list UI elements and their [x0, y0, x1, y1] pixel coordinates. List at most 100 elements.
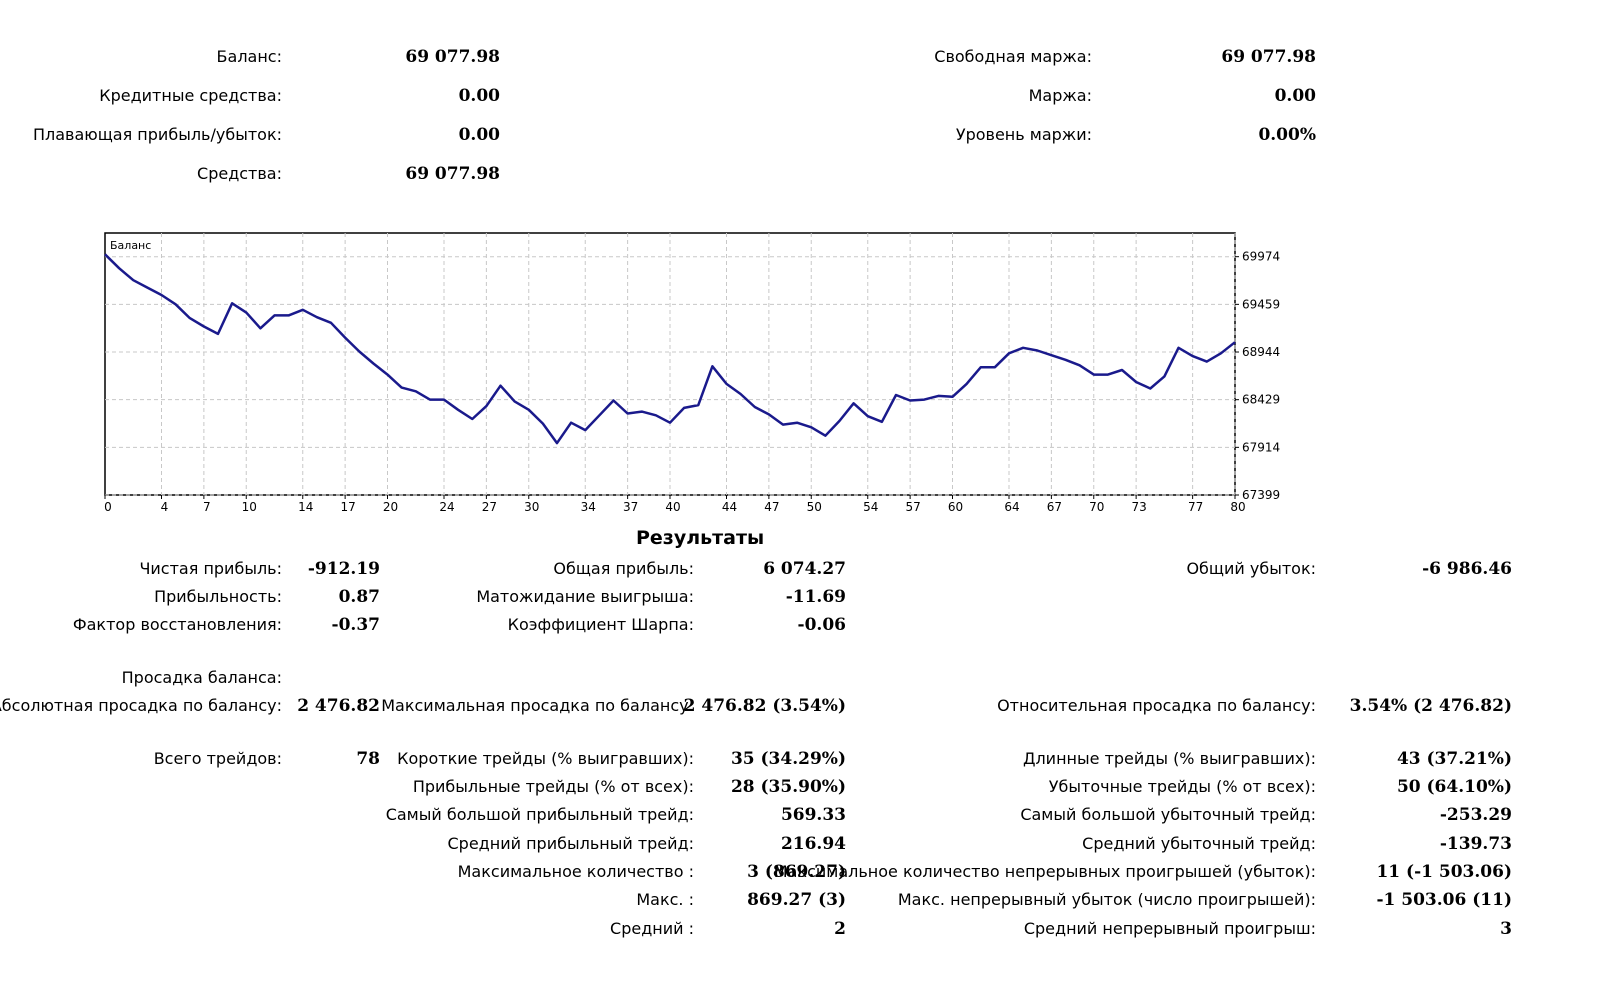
net-profit-value: -912.19 — [307, 559, 380, 579]
avg-consec-losses-value: 3 — [1500, 919, 1512, 939]
expected-payoff-label: Матожидание выигрыша: — [476, 587, 694, 606]
avg-consec-losses-label: Средний непрерывный проигрыш: — [1023, 919, 1316, 938]
abs-drawdown-label: Абсолютная просадка по балансу: — [0, 696, 282, 715]
max-drawdown-value: 2 476.82 (3.54%) — [683, 696, 846, 716]
x-tick-label: 20 — [383, 500, 398, 514]
margin-level-label: Уровень маржи: — [955, 125, 1092, 144]
free-margin-label: Свободная маржа: — [934, 47, 1092, 66]
max-consec-losses-value: 11 (-1 503.06) — [1376, 862, 1512, 882]
y-tick-label: 67914 — [1242, 440, 1280, 454]
y-axis-ticks: 67399 67914 68429 68944 69459 69974 — [1235, 250, 1280, 502]
max-drawdown-label: Максимальная просадка по балансу: — [381, 696, 694, 715]
x-tick-label: 64 — [1004, 500, 1019, 514]
gross-profit-label: Общая прибыль: — [553, 559, 694, 578]
avg-loss-value: -139.73 — [1439, 834, 1512, 854]
abs-drawdown-value: 2 476.82 — [297, 696, 380, 716]
max-consec-profit-value: 869.27 (3) — [747, 890, 846, 910]
credit-label: Кредитные средства: — [99, 86, 282, 105]
floating-pl-label: Плавающая прибыль/убыток: — [32, 125, 282, 144]
x-tick-label: 54 — [863, 500, 878, 514]
y-tick-label: 68944 — [1242, 345, 1280, 359]
floating-pl-value: 0.00 — [458, 125, 500, 145]
avg-loss-label: Средний убыточный трейд: — [1082, 834, 1316, 853]
x-tick-label: 0 — [104, 500, 112, 514]
x-tick-label: 40 — [665, 500, 680, 514]
x-tick-label: 50 — [807, 500, 822, 514]
x-tick-label: 44 — [722, 500, 737, 514]
total-trades-label: Всего трейдов: — [153, 749, 282, 768]
total-trades-value: 78 — [356, 749, 380, 769]
sharpe-ratio-value: -0.06 — [797, 615, 846, 635]
x-tick-label: 24 — [439, 500, 454, 514]
chart-grid — [105, 233, 1236, 496]
largest-loss-label: Самый большой убыточный трейд: — [1020, 805, 1316, 824]
rel-drawdown-label: Относительная просадка по балансу: — [997, 696, 1316, 715]
loss-trades-value: 50 (64.10%) — [1396, 777, 1512, 797]
max-consec-loss-label: Макс. непрерывный убыток (число проигрыш… — [897, 890, 1316, 909]
profit-factor-label: Прибыльность: — [154, 587, 282, 606]
x-tick-label: 80 — [1230, 500, 1245, 514]
x-tick-label: 34 — [581, 500, 596, 514]
max-consec-profit-label: Макс. : — [636, 890, 694, 909]
chart-plot-area — [104, 232, 1236, 496]
max-consec-wins-value: 3 (869.27) — [747, 862, 846, 882]
chart-title: Баланс — [110, 239, 151, 252]
x-tick-label: 73 — [1131, 500, 1146, 514]
gross-profit-value: 6 074.27 — [763, 559, 846, 579]
largest-profit-value: 569.33 — [780, 805, 846, 825]
y-tick-label: 69459 — [1242, 297, 1280, 311]
x-tick-label: 17 — [340, 500, 355, 514]
max-consec-wins-label: Максимальное количество : — [457, 862, 694, 881]
credit-value: 0.00 — [458, 86, 500, 106]
margin-value: 0.00 — [1274, 86, 1316, 106]
profit-trades-label: Прибыльные трейды (% от всех): — [412, 777, 694, 796]
max-consec-losses-label: Максимальное количество непрерывных прои… — [773, 862, 1316, 881]
balance-chart: Баланс 0 4 7 10 14 17 20 24 27 30 34 37 40 44 47 50 54 57… — [104, 232, 1280, 514]
recovery-factor-value: -0.37 — [331, 615, 380, 635]
x-tick-label: 30 — [524, 500, 539, 514]
x-tick-label: 57 — [905, 500, 920, 514]
x-tick-label: 47 — [764, 500, 779, 514]
y-tick-label: 68429 — [1242, 393, 1280, 407]
avg-consec-wins-label: Средний : — [610, 919, 694, 938]
x-tick-label: 14 — [298, 500, 313, 514]
balance-series-line — [104, 253, 1236, 445]
long-trades-value: 43 (37.21%) — [1396, 749, 1512, 769]
largest-loss-value: -253.29 — [1439, 805, 1512, 825]
x-tick-label: 27 — [482, 500, 497, 514]
balance-label: Баланс: — [216, 47, 282, 66]
avg-consec-wins-value: 2 — [834, 919, 846, 939]
x-tick-label: 67 — [1047, 500, 1062, 514]
x-tick-label: 7 — [203, 500, 211, 514]
margin-label: Маржа: — [1028, 86, 1092, 105]
profit-trades-value: 28 (35.90%) — [730, 777, 846, 797]
x-axis-ticks: 0 4 7 10 14 17 20 24 27 30 34 37 40 44 47 50 54 57 60 64 67 7… — [104, 495, 1246, 514]
loss-trades-label: Убыточные трейды (% от всех): — [1048, 777, 1316, 796]
x-tick-label: 60 — [948, 500, 963, 514]
balance-value: 69 077.98 — [405, 47, 500, 67]
balance-drawdown-header: Просадка баланса: — [121, 668, 282, 687]
max-consec-loss-value: -1 503.06 (11) — [1376, 890, 1512, 910]
avg-profit-label: Средний прибыльный трейд: — [447, 834, 695, 853]
equity-value: 69 077.98 — [405, 164, 500, 184]
short-trades-label: Короткие трейды (% выигравших): — [397, 749, 694, 768]
net-profit-label: Чистая прибыль: — [139, 559, 282, 578]
profit-factor-value: 0.87 — [338, 587, 380, 607]
free-margin-value: 69 077.98 — [1221, 47, 1316, 67]
y-tick-label: 67399 — [1242, 488, 1280, 502]
rel-drawdown-value: 3.54% (2 476.82) — [1349, 696, 1512, 716]
y-tick-label: 69974 — [1242, 250, 1280, 264]
sharpe-ratio-label: Коэффициент Шарпа: — [507, 615, 694, 634]
recovery-factor-label: Фактор восстановления: — [72, 615, 282, 634]
margin-level-value: 0.00% — [1258, 125, 1316, 145]
x-tick-label: 10 — [242, 500, 257, 514]
long-trades-label: Длинные трейды (% выигравших): — [1022, 749, 1316, 768]
x-tick-label: 37 — [623, 500, 638, 514]
x-tick-label: 77 — [1188, 500, 1203, 514]
avg-profit-value: 216.94 — [780, 834, 846, 854]
x-tick-label: 4 — [161, 500, 169, 514]
largest-profit-label: Самый большой прибыльный трейд: — [385, 805, 694, 824]
results-title: Результаты — [636, 527, 765, 549]
gross-loss-label: Общий убыток: — [1186, 559, 1316, 578]
equity-label: Средства: — [197, 164, 282, 183]
